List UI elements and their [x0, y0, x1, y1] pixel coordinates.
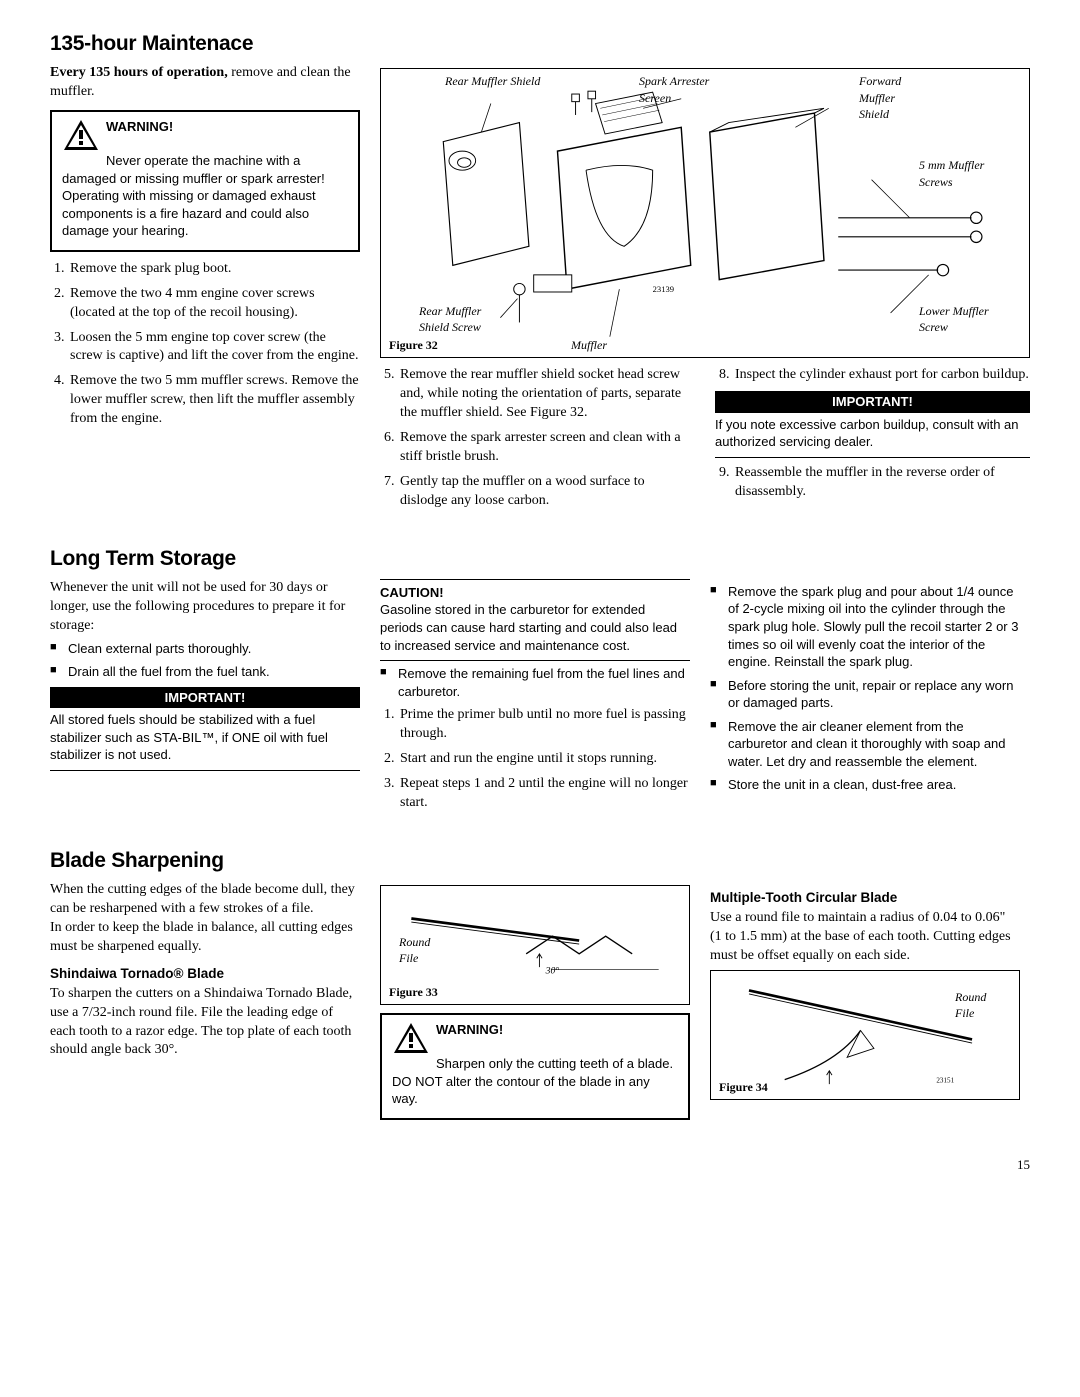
bullet-list: Remove the remaining fuel from the fuel …: [380, 665, 690, 700]
warning-box: WARNING! Never operate the machine with …: [50, 110, 360, 252]
important-label: IMPORTANT!: [715, 391, 1030, 413]
step-item: Prime the primer bulb until no more fuel…: [398, 706, 690, 744]
step-item: Remove the two 4 mm engine cover screws …: [68, 285, 360, 323]
section-storage: Long Term Storage Whenever the unit will…: [50, 545, 1030, 819]
fig-label: Forward Muffler Shield: [859, 73, 919, 122]
steps-list-a: Remove the spark plug boot. Remove the t…: [50, 260, 360, 429]
warning-box: WARNING! Sharpen only the cutting teeth …: [380, 1013, 690, 1120]
fig-label: Rear Muffler Shield: [445, 73, 540, 89]
bullet-item: Store the unit in a clean, dust-free are…: [710, 776, 1020, 794]
svg-text:30°: 30°: [545, 965, 560, 976]
warning-text: Never operate the machine with a damaged…: [62, 152, 348, 240]
step-item: Remove the spark arrester screen and cle…: [398, 429, 695, 467]
steps-list-b: Remove the rear muffler shield socket he…: [380, 366, 695, 510]
step-item: Remove the spark plug boot.: [68, 260, 360, 279]
body-text: To sharpen the cutters on a Shindaiwa To…: [50, 985, 360, 1061]
fig-label: 5 mm Muffler Screws: [919, 157, 1019, 189]
figure-32: 23139 Rear Muffler Shield Spark Arrester…: [380, 68, 1030, 358]
step-item: Loosen the 5 mm engine top cover screw (…: [68, 329, 360, 367]
sub-heading: Multiple-Tooth Circular Blade: [710, 889, 1020, 907]
col-mid: 30° Round File Figure 33 WARNING! Sharpe…: [380, 881, 690, 1128]
col-left: When the cutting edges of the blade beco…: [50, 881, 360, 1128]
section-title: Blade Sharpening: [50, 847, 1030, 875]
bullet-item: Remove the air cleaner element from the …: [710, 718, 1020, 771]
col-right-wrap: 23139 Rear Muffler Shield Spark Arrester…: [380, 64, 1030, 516]
step-item: Inspect the cylinder exhaust port for ca…: [733, 366, 1030, 385]
step-item: Reassemble the muffler in the reverse or…: [733, 464, 1030, 502]
warning-icon: [392, 1021, 430, 1055]
intro-text: In order to keep the blade in balance, a…: [50, 919, 360, 957]
col-mid: Remove the rear muffler shield socket he…: [380, 362, 695, 516]
bullet-item: Drain all the fuel from the fuel tank.: [50, 663, 360, 681]
fig-label: Muffler: [571, 337, 607, 353]
steps-list-c2: Reassemble the muffler in the reverse or…: [715, 464, 1030, 502]
step-item: Remove the rear muffler shield socket he…: [398, 366, 695, 423]
bullet-item: Before storing the unit, repair or repla…: [710, 677, 1020, 712]
col-mid: CAUTION! Gasoline stored in the carburet…: [380, 579, 690, 819]
intro-text: When the cutting edges of the blade beco…: [50, 881, 360, 919]
fig-label: Round File: [955, 989, 1005, 1021]
col-right: Remove the spark plug and pour about 1/4…: [710, 579, 1020, 819]
fig-label: Spark Arrester Screen: [639, 73, 719, 105]
important-text: If you note excessive carbon buildup, co…: [715, 413, 1030, 458]
steps-list: Prime the primer bulb until no more fuel…: [380, 706, 690, 812]
figure-34: 23151 Round File Figure 34: [710, 970, 1020, 1100]
section-135-hour: 135-hour Maintenace Every 135 hours of o…: [50, 30, 1030, 517]
section-blade: Blade Sharpening When the cutting edges …: [50, 847, 1030, 1128]
svg-text:23151: 23151: [936, 1076, 954, 1084]
col-right: Multiple-Tooth Circular Blade Use a roun…: [710, 881, 1020, 1128]
caution-block: CAUTION! Gasoline stored in the carburet…: [380, 579, 690, 661]
intro-text: Every 135 hours of operation, remove and…: [50, 64, 360, 102]
body-text: Use a round file to maintain a radius of…: [710, 909, 1020, 966]
col-left: Every 135 hours of operation, remove and…: [50, 64, 360, 516]
step-item: Gently tap the muffler on a wood surface…: [398, 473, 695, 511]
svg-text:23139: 23139: [653, 284, 674, 294]
step-item: Remove the two 5 mm muffler screws. Remo…: [68, 372, 360, 429]
sub-heading: Shindaiwa Tornado® Blade: [50, 965, 360, 983]
caution-text: Gasoline stored in the carburetor for ex…: [380, 601, 690, 661]
fig-label: Lower Muffler Screw: [919, 303, 1019, 335]
figure-33: 30° Round File Figure 33: [380, 885, 690, 1005]
figure-caption: Figure 34: [719, 1079, 768, 1095]
bullet-list: Remove the spark plug and pour about 1/4…: [710, 583, 1020, 794]
intro-text: Whenever the unit will not be used for 3…: [50, 579, 360, 636]
col-right: Inspect the cylinder exhaust port for ca…: [715, 362, 1030, 516]
step-item: Repeat steps 1 and 2 until the engine wi…: [398, 775, 690, 813]
page-number: 15: [50, 1156, 1030, 1174]
section-title: 135-hour Maintenace: [50, 30, 1030, 58]
steps-list-c: Inspect the cylinder exhaust port for ca…: [715, 366, 1030, 385]
warning-text: Sharpen only the cutting teeth of a blad…: [392, 1055, 678, 1108]
figure-caption: Figure 33: [389, 984, 438, 1000]
section-title: Long Term Storage: [50, 545, 1030, 573]
warning-label: WARNING!: [106, 118, 348, 136]
fig-label: Rear Muffler Shield Screw: [419, 303, 509, 335]
figure-caption: Figure 32: [389, 337, 438, 353]
caution-label: CAUTION!: [380, 584, 690, 602]
important-label: IMPORTANT!: [50, 687, 360, 709]
step-item: Start and run the engine until it stops …: [398, 750, 690, 769]
bullet-list: Clean external parts thoroughly. Drain a…: [50, 640, 360, 681]
bullet-item: Clean external parts thoroughly.: [50, 640, 360, 658]
important-text: All stored fuels should be stabilized wi…: [50, 708, 360, 771]
bullet-item: Remove the spark plug and pour about 1/4…: [710, 583, 1020, 671]
bullet-item: Remove the remaining fuel from the fuel …: [380, 665, 690, 700]
fig-label: Round File: [399, 934, 449, 966]
warning-icon: [62, 118, 100, 152]
col-left: Whenever the unit will not be used for 3…: [50, 579, 360, 819]
warning-label: WARNING!: [436, 1021, 678, 1039]
